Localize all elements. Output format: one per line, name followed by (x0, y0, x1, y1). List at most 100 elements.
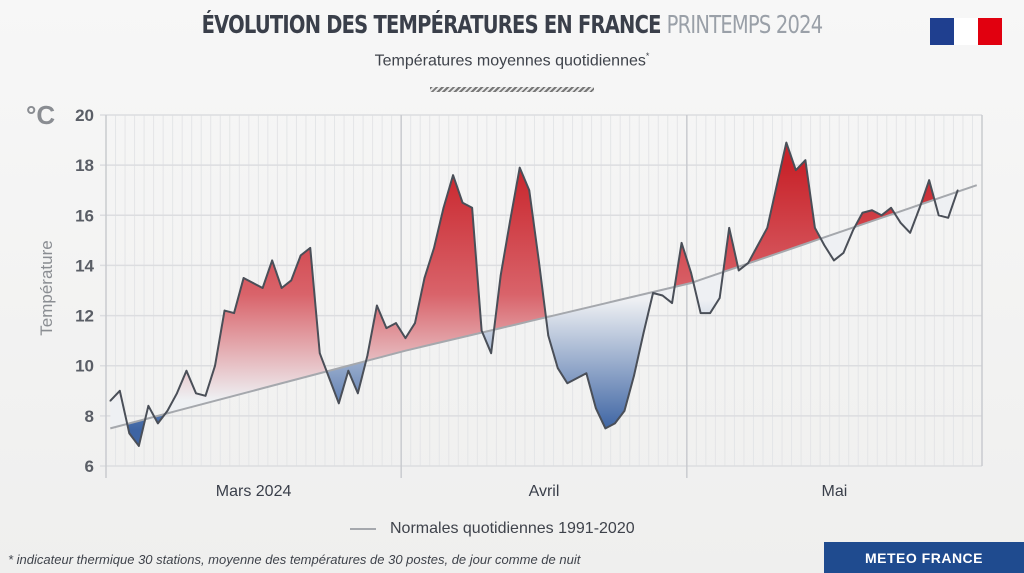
decorative-hatch-divider (430, 87, 594, 92)
data-point (147, 405, 150, 407)
data-point (718, 297, 721, 299)
data-point (871, 209, 873, 212)
data-point (880, 214, 883, 217)
data-point (937, 214, 940, 217)
y-tick-label: 8 (85, 407, 94, 426)
y-tick-label: 12 (75, 307, 94, 326)
y-tick-label: 16 (75, 206, 94, 225)
data-point (280, 287, 283, 289)
normals-line (110, 184, 978, 430)
data-point (109, 400, 112, 402)
legend-normals-swatch (350, 528, 376, 530)
data-point (785, 141, 788, 144)
data-point (138, 445, 140, 447)
data-point (128, 432, 131, 435)
y-tick-label: 20 (75, 106, 94, 125)
data-point (299, 254, 302, 257)
data-point (366, 354, 369, 357)
data-point (490, 352, 492, 354)
data-point (166, 410, 169, 412)
data-point (499, 274, 502, 277)
data-point (623, 410, 626, 412)
data-point (423, 277, 426, 279)
data-point (442, 206, 445, 209)
subtitle-text: Températures moyennes quotidiennes (374, 52, 646, 70)
data-point (909, 232, 911, 234)
data-point (804, 159, 807, 161)
chart-title: ÉVOLUTION DES TEMPÉRATURES EN FRANCE PRI… (113, 10, 912, 39)
unit-label: °C (26, 100, 56, 130)
data-point (690, 272, 692, 274)
data-point (537, 259, 540, 262)
data-point (414, 322, 416, 324)
data-point (318, 352, 321, 354)
data-point (309, 247, 312, 249)
data-point (347, 369, 350, 372)
data-point (214, 364, 216, 367)
data-point (756, 244, 759, 247)
data-point (766, 227, 769, 229)
data-point (861, 211, 864, 214)
data-point (290, 279, 292, 282)
data-point (518, 166, 521, 169)
data-point (918, 206, 921, 209)
data-point (709, 312, 711, 314)
data-point (395, 322, 397, 324)
data-point (661, 294, 664, 297)
y-tick-label: 6 (85, 457, 94, 476)
data-point (795, 169, 797, 171)
data-point (528, 189, 531, 192)
data-point (509, 219, 511, 222)
title-season: PRINTEMPS 2024 (666, 10, 824, 39)
data-point (204, 395, 207, 397)
data-point (956, 189, 959, 192)
data-point (614, 422, 616, 425)
data-point (433, 247, 435, 249)
data-point (842, 252, 845, 254)
legend: Normales quotidiennes 1991-2020 (350, 520, 635, 538)
data-point (185, 369, 188, 372)
data-point (547, 334, 550, 337)
data-point (652, 292, 654, 294)
subtitle-footnote-mark: * (645, 51, 650, 61)
legend-normals-label: Normales quotidiennes 1991-2020 (390, 520, 635, 537)
data-point (566, 382, 569, 385)
data-point (461, 201, 464, 204)
data-point (338, 402, 340, 405)
data-point (671, 302, 673, 304)
data-point (585, 372, 588, 375)
data-point (890, 206, 892, 209)
data-point (557, 367, 559, 370)
chart-subtitle: Températures moyennes quotidiennes* (0, 51, 1024, 70)
x-month-label: Mars 2024 (216, 483, 292, 500)
marianne-logo-icon (930, 18, 1002, 45)
y-tick-label: 10 (75, 357, 94, 376)
data-point (576, 377, 578, 380)
data-point (899, 222, 902, 224)
data-point (852, 229, 854, 232)
data-point (595, 407, 597, 410)
data-point (728, 227, 730, 229)
meteo-france-logo: METEO FRANCE (824, 542, 1024, 573)
data-point (242, 277, 245, 279)
y-tick-label: 18 (75, 156, 94, 175)
title-main: ÉVOLUTION DES TEMPÉRATURES EN FRANCE (201, 10, 662, 39)
data-point (157, 422, 159, 425)
data-point (385, 327, 388, 329)
data-point (833, 259, 835, 262)
data-point (642, 332, 645, 334)
x-month-label: Mai (822, 483, 848, 500)
data-point (119, 389, 121, 392)
footnote: * indicateur thermique 30 stations, moye… (8, 552, 581, 567)
data-point (633, 374, 635, 377)
data-point (480, 329, 483, 332)
data-point (776, 184, 778, 186)
data-point (404, 337, 407, 339)
data-point (223, 309, 226, 312)
data-point (452, 174, 454, 176)
data-point (814, 227, 816, 229)
data-point (376, 304, 378, 307)
temperature-line (109, 141, 959, 447)
data-point (357, 392, 359, 395)
